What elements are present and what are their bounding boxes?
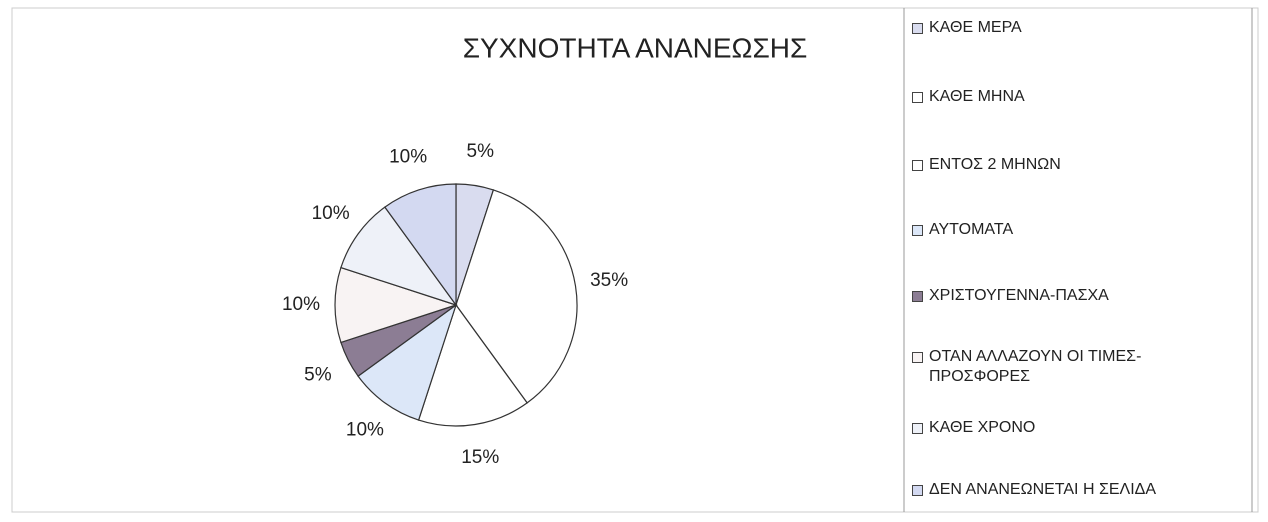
legend-swatch xyxy=(912,160,923,171)
legend-label: ΚΑΘΕ ΜΕΡΑ xyxy=(929,19,1022,36)
pie-slice xyxy=(384,183,457,307)
pie-slice xyxy=(334,266,458,344)
legend-label: ΚΑΘΕ ΜΗΝΑ xyxy=(929,88,1025,105)
legend-swatch xyxy=(912,23,923,34)
data-label: 5% xyxy=(304,364,332,385)
data-label: 5% xyxy=(467,141,495,162)
pie-slice xyxy=(340,206,458,307)
legend-item: ΧΡΙΣΤΟΥΓΕΝΝΑ-ΠΑΣΧΑ xyxy=(912,286,1250,306)
legend-label: ΔΕΝ ΑΝΑΝΕΩΝΕΤΑΙ Η ΣΕΛΙΔΑ xyxy=(929,481,1156,498)
legend-item: ΚΑΘΕ ΜΕΡΑ xyxy=(912,18,1250,38)
pie-slice xyxy=(455,189,578,404)
chart-title: ΣΥΧΝΟΤΗΤΑ ΑΝΑΝΕΩΣΗΣ xyxy=(463,32,808,63)
chart-frame xyxy=(11,7,1259,513)
legend-label: ΟΤΑΝ ΑΛΛΑΖΟΥΝ ΟΙ ΤΙΜΕΣ-ΠΡΟΣΦΟΡΕΣ xyxy=(929,348,1142,385)
legend-swatch xyxy=(912,225,923,236)
legend-label: ΕΝΤΟΣ 2 ΜΗΝΩΝ xyxy=(929,156,1061,173)
legend-swatch xyxy=(912,423,923,434)
legend-swatch xyxy=(912,485,923,496)
data-label: 15% xyxy=(461,447,499,468)
legend-swatch xyxy=(912,352,923,363)
legend-label: ΚΑΘΕ ΧΡΟΝΟ xyxy=(929,419,1036,436)
legend-label: ΑΥΤΟΜΑΤΑ xyxy=(929,221,1014,238)
data-label: 10% xyxy=(312,203,350,224)
data-label: 10% xyxy=(282,294,320,315)
legend-item: ΟΤΑΝ ΑΛΛΑΖΟΥΝ ΟΙ ΤΙΜΕΣ-ΠΡΟΣΦΟΡΕΣ xyxy=(912,347,1250,387)
legend-swatch xyxy=(912,92,923,103)
data-label: 35% xyxy=(590,270,628,291)
legend-swatch xyxy=(912,291,923,302)
data-label: 10% xyxy=(346,419,384,440)
pie-slice xyxy=(357,303,458,421)
pie-slice xyxy=(417,303,528,427)
legend-item: ΔΕΝ ΑΝΑΝΕΩΝΕΤΑΙ Η ΣΕΛΙΔΑ xyxy=(912,480,1250,500)
legend-item: ΚΑΘΕ ΧΡΟΝΟ xyxy=(912,418,1250,438)
legend-item: ΕΝΤΟΣ 2 ΜΗΝΩΝ xyxy=(912,155,1250,175)
legend-item: ΑΥΤΟΜΑΤΑ xyxy=(912,220,1250,240)
legend-label: ΧΡΙΣΤΟΥΓΕΝΝΑ-ΠΑΣΧΑ xyxy=(929,287,1109,304)
legend-item: ΚΑΘΕ ΜΗΝΑ xyxy=(912,87,1250,107)
data-label: 10% xyxy=(389,147,427,168)
